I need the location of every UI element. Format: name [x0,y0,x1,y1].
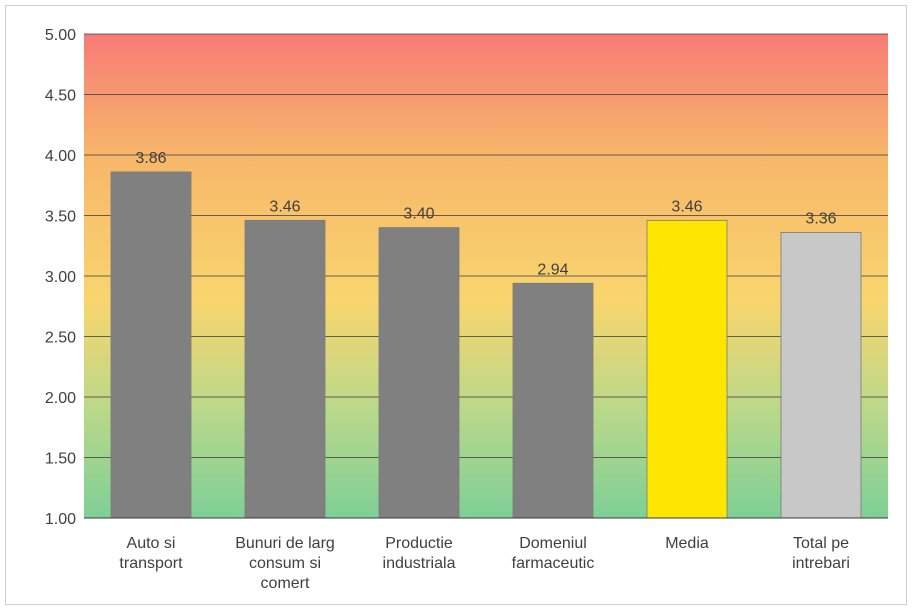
y-tick-label: 1.00 [45,511,76,528]
x-tick-label-5-0: Total pe [793,535,849,552]
bar-2 [378,227,460,519]
y-tick-label: 2.50 [45,330,76,347]
y-axis-ticks: 1.00 1.50 2.00 2.50 3.00 3.50 4.00 4.50 5.00 [45,27,76,528]
y-tick-label: 4.50 [45,88,76,105]
data-label-4: 3.46 [671,198,702,215]
data-label-0: 3.86 [135,150,166,167]
y-tick-label: 3.50 [45,209,76,226]
bar-3 [512,282,594,519]
x-tick-label-0-1: transport [119,555,183,572]
x-tick-label-1-0: Bunuri de larg [235,535,335,552]
data-label-1: 3.46 [269,198,300,215]
y-tick-label: 2.00 [45,390,76,407]
bar-0 [110,171,192,519]
chart-frame: 1.00 1.50 2.00 2.50 3.00 3.50 4.00 4.50 5.00 3.8… [5,5,907,605]
y-tick-label: 3.00 [45,269,76,286]
x-tick-label-1-2: comert [261,575,310,592]
data-label-5: 3.36 [805,210,836,227]
bar-1 [244,219,326,519]
y-tick-label: 4.00 [45,148,76,165]
bar-4 [646,219,728,519]
x-tick-label-4-0: Media [665,535,709,552]
x-tick-label-3-0: Domeniul [519,535,587,552]
bar-chart: 1.00 1.50 2.00 2.50 3.00 3.50 4.00 4.50 5.00 3.8… [45,27,888,592]
x-axis-labels: Auto si transport Bunuri de larg consum si c… [119,535,849,592]
x-tick-label-5-1: intrebari [792,555,850,572]
data-label-3: 2.94 [537,261,568,278]
bars [110,171,862,519]
bar-5 [780,232,862,519]
x-tick-label-0-0: Auto si [127,535,176,552]
data-label-2: 3.40 [403,206,434,223]
x-tick-label-2-0: Productie [385,535,453,552]
x-tick-label-3-1: farmaceutic [512,555,595,572]
y-tick-label: 1.50 [45,451,76,468]
x-tick-label-1-1: consum si [249,555,321,572]
y-tick-label: 5.00 [45,27,76,44]
data-labels: 3.86 3.46 3.40 2.94 3.46 3.36 [135,150,836,278]
x-tick-label-2-1: industriala [383,555,456,572]
